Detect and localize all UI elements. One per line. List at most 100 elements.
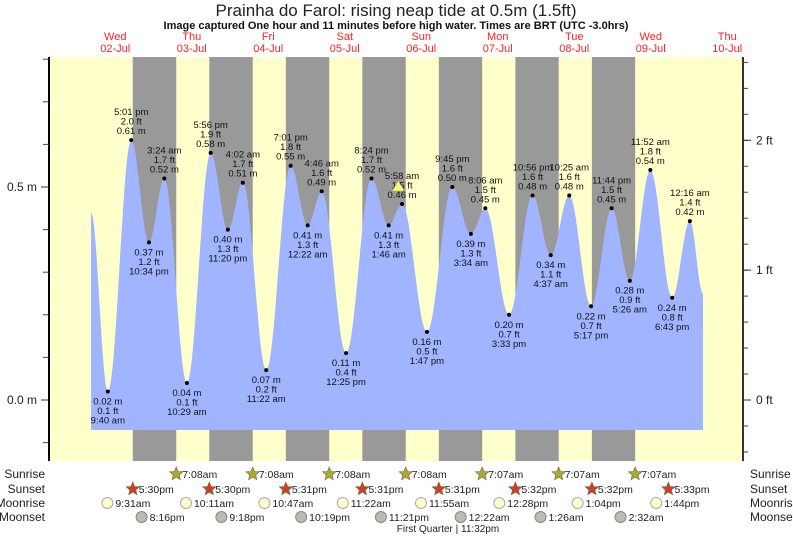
moonset-icon	[135, 511, 148, 523]
moonset-icon	[295, 511, 308, 523]
high-tide-label: 4:02 am	[226, 150, 260, 161]
axes: 0.5 m 0.0 m 2 ft 1 ft 0 ft	[7, 57, 773, 461]
sunset-time: 5:32pm	[598, 484, 633, 496]
high-tide-label: 1.6 ft	[311, 168, 332, 179]
high-tide-label: 1.5 ft	[475, 185, 496, 196]
chart-subtitle: Image captured One hour and 11 minutes b…	[164, 20, 629, 32]
low-tide-label: 0.1 ft	[97, 406, 118, 417]
high-tide-label: 12:16 am	[670, 188, 710, 199]
low-tide-label: 1:46 am	[371, 249, 405, 260]
low-tide-label: 12:25 pm	[326, 377, 366, 388]
moonrise-icon	[179, 497, 192, 509]
low-tide-label: 0.4 ft	[336, 368, 357, 379]
sunrise-time: 7:08am	[412, 469, 447, 481]
low-tide-point	[344, 351, 349, 356]
low-tide-label: 9:40 am	[91, 415, 125, 426]
sunset-icon	[354, 481, 370, 496]
moonrise-time: 11:55am	[429, 498, 469, 510]
low-tide-point	[305, 223, 310, 228]
low-tide-label: 0.16 m	[412, 337, 441, 348]
high-tide-point	[162, 176, 167, 181]
high-tide-label: 1.7 ft	[361, 155, 382, 166]
high-tide-label: 1.6 ft	[559, 172, 580, 183]
low-tide-label: 0.22 m	[577, 311, 606, 322]
low-tide-point	[507, 312, 512, 317]
high-tide-label: 5:56 pm	[193, 120, 227, 131]
moonset-time: 10:19pm	[309, 512, 350, 524]
sunset-time: 5:33pm	[674, 484, 709, 496]
moonrise-icon	[336, 497, 349, 509]
high-tide-label: 10:25 am	[549, 163, 589, 174]
high-tide-label: 5:58 am	[385, 171, 419, 182]
left-tick-label: 0.0 m	[7, 393, 37, 407]
low-tide-label: 0.7 ft	[499, 329, 520, 340]
low-tide-label: 0.2 ft	[256, 385, 277, 396]
moonrise-row-label: Moonrise	[0, 496, 45, 510]
high-tide-point	[129, 138, 134, 143]
moonrise-icon	[493, 497, 506, 509]
high-tide-point	[319, 189, 324, 194]
high-tide-label: 0.45 m	[597, 194, 626, 205]
moonrise-icon	[650, 497, 663, 509]
day-name: Sat	[336, 31, 353, 43]
moonset-time: 12:22am	[469, 512, 510, 524]
current-level-marker-icon	[391, 180, 405, 192]
sunrise-icon	[474, 466, 490, 481]
moon-phase-label: First Quarter | 11:32pm	[397, 524, 499, 535]
high-tide-point	[687, 219, 692, 224]
low-tide-label: 1.3 ft	[378, 240, 399, 251]
high-tide-label: 0.48 m	[555, 182, 584, 193]
low-tide-point	[424, 329, 429, 334]
sunset-icon	[431, 481, 447, 496]
moonrise-time: 1:44pm	[664, 498, 699, 510]
high-tide-label: 1.7 ft	[232, 159, 253, 170]
low-tide-label: 1.3 ft	[297, 240, 318, 251]
high-tide-point	[530, 193, 535, 198]
low-tide-label: 1:47 pm	[410, 356, 444, 367]
sunset-time: 5:32pm	[521, 484, 556, 496]
sunrise-time: 7:07am	[641, 469, 676, 481]
low-tide-label: 5:17 pm	[574, 330, 608, 341]
high-tide-label: 8:06 am	[468, 175, 502, 186]
low-tide-label: 0.41 m	[374, 230, 403, 241]
low-tide-label: 0.41 m	[293, 230, 322, 241]
low-tide-point	[225, 227, 230, 232]
moonrise-icon	[571, 497, 584, 509]
sunrise-icon	[245, 466, 261, 481]
high-tide-point	[450, 185, 455, 189]
low-tide-point	[264, 368, 269, 373]
low-tide-point	[468, 231, 473, 236]
low-tide-label: 11:22 am	[247, 394, 286, 405]
low-tide-label: 3:34 am	[454, 258, 488, 269]
sunrise-time: 7:07am	[488, 469, 523, 481]
moonset-time: 2:32am	[629, 512, 664, 524]
low-tide-point	[386, 223, 391, 228]
high-tide-label: 0.55 m	[276, 152, 305, 163]
low-tide-point	[184, 380, 189, 385]
high-tide-label: 1.9 ft	[200, 129, 221, 140]
low-tide-label: 12:22 am	[288, 249, 328, 260]
moonset-time: 11:21pm	[389, 512, 429, 524]
high-tide-label: 0.52 m	[357, 164, 386, 175]
high-tide-label: 0.54 m	[636, 156, 665, 167]
day-name: Thu	[182, 31, 201, 43]
day-name: Sun	[411, 31, 431, 43]
day-date: 07-Jul	[483, 43, 513, 55]
moonset-row-label-right: Moonset	[750, 510, 793, 524]
sunset-time: 5:30pm	[139, 484, 174, 496]
day-name: Wed	[104, 31, 126, 43]
high-tide-label: 4:46 am	[305, 158, 339, 169]
left-tick-label: 0.5 m	[7, 180, 37, 194]
moonrise-time: 1:04pm	[586, 498, 621, 510]
high-tide-point	[288, 163, 293, 168]
low-tide-label: 0.34 m	[536, 260, 565, 271]
moonrise-time: 9:31am	[115, 498, 150, 510]
sunrise-row-label: Sunrise	[4, 467, 45, 481]
high-tide-point	[648, 167, 653, 172]
high-tide-label: 0.46 m	[388, 190, 417, 201]
day-date: 10-Jul	[712, 43, 742, 55]
high-tide-label: 1.6 ft	[442, 164, 463, 175]
high-tide-label: 1.8 ft	[640, 146, 661, 157]
